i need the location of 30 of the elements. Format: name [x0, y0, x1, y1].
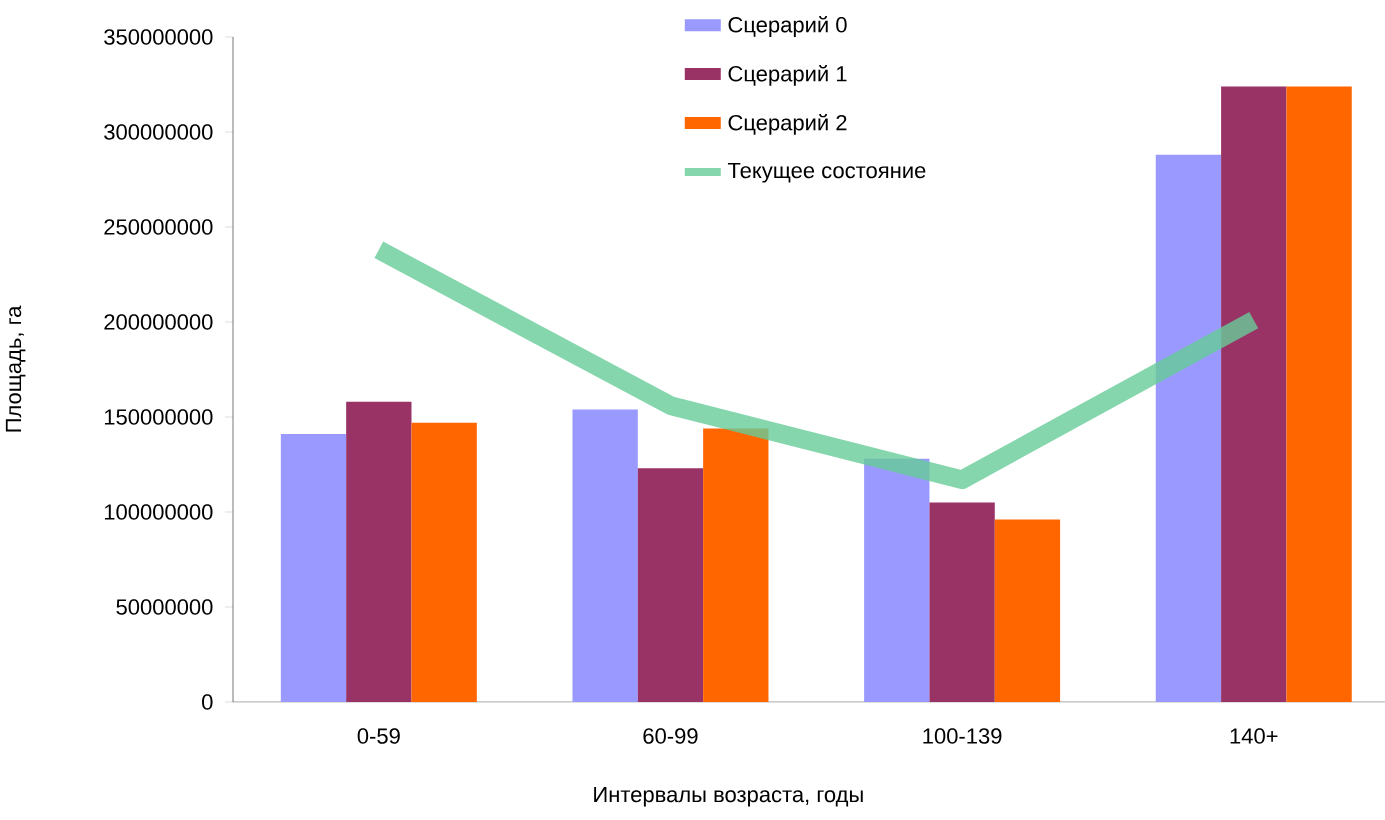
y-axis-title: Площадь, га — [5, 305, 26, 432]
x-axis-title: Интервалы возраста, годы — [594, 786, 863, 807]
bar — [280, 434, 347, 702]
y-tick-label: 350000000 — [104, 29, 213, 45]
bar — [1221, 86, 1287, 702]
y-tick-label: 0 — [202, 694, 213, 710]
bar — [411, 422, 477, 702]
x-tick-label: 0-59 — [357, 728, 400, 744]
bar — [1286, 86, 1352, 702]
legend-label: Сцерарий 1 — [728, 64, 847, 86]
y-tick-label: 150000000 — [104, 409, 213, 425]
x-tick-label: 140+ — [1230, 728, 1278, 744]
bar — [572, 409, 638, 702]
x-tick-label: 100-139 — [923, 728, 1002, 744]
legend-label: Сцерарий 0 — [728, 16, 847, 37]
y-tick-label: 300000000 — [104, 124, 213, 140]
bar — [864, 458, 930, 702]
bar — [346, 401, 412, 702]
bar — [929, 502, 995, 702]
legend-label: Сцерарий 2 — [728, 113, 847, 135]
legend-label: Текущее состояние — [727, 162, 926, 183]
bar — [994, 519, 1061, 702]
y-tick-label: 50000000 — [116, 599, 213, 615]
y-tick-label: 200000000 — [104, 314, 213, 330]
y-tick-label: 250000000 — [104, 219, 213, 235]
bar — [637, 468, 704, 702]
bar — [703, 428, 769, 702]
y-tick-label: 100000000 — [104, 504, 213, 520]
bar — [1155, 154, 1222, 702]
x-tick-label: 60-99 — [643, 728, 698, 744]
